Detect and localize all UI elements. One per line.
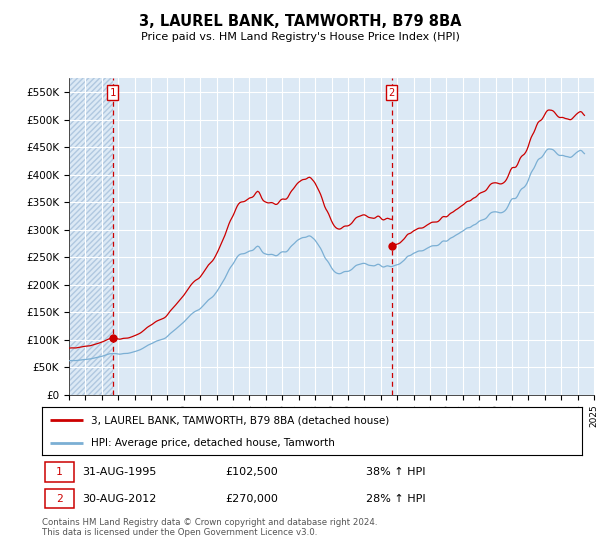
Text: 28% ↑ HPI: 28% ↑ HPI [366, 493, 425, 503]
FancyBboxPatch shape [45, 489, 74, 508]
Text: 3, LAUREL BANK, TAMWORTH, B79 8BA: 3, LAUREL BANK, TAMWORTH, B79 8BA [139, 14, 461, 29]
Text: £102,500: £102,500 [226, 467, 278, 477]
Text: 2: 2 [389, 88, 395, 98]
Text: Price paid vs. HM Land Registry's House Price Index (HPI): Price paid vs. HM Land Registry's House … [140, 32, 460, 43]
Text: 1: 1 [110, 88, 116, 98]
Text: Contains HM Land Registry data © Crown copyright and database right 2024.
This d: Contains HM Land Registry data © Crown c… [42, 518, 377, 538]
Text: £270,000: £270,000 [226, 493, 278, 503]
Text: HPI: Average price, detached house, Tamworth: HPI: Average price, detached house, Tamw… [91, 438, 334, 448]
Text: 31-AUG-1995: 31-AUG-1995 [83, 467, 157, 477]
Text: 2: 2 [56, 493, 63, 503]
Text: 1: 1 [56, 467, 63, 477]
Text: 38% ↑ HPI: 38% ↑ HPI [366, 467, 425, 477]
Text: 3, LAUREL BANK, TAMWORTH, B79 8BA (detached house): 3, LAUREL BANK, TAMWORTH, B79 8BA (detac… [91, 416, 389, 426]
Text: 30-AUG-2012: 30-AUG-2012 [83, 493, 157, 503]
FancyBboxPatch shape [45, 463, 74, 482]
Bar [69, 78, 113, 395]
